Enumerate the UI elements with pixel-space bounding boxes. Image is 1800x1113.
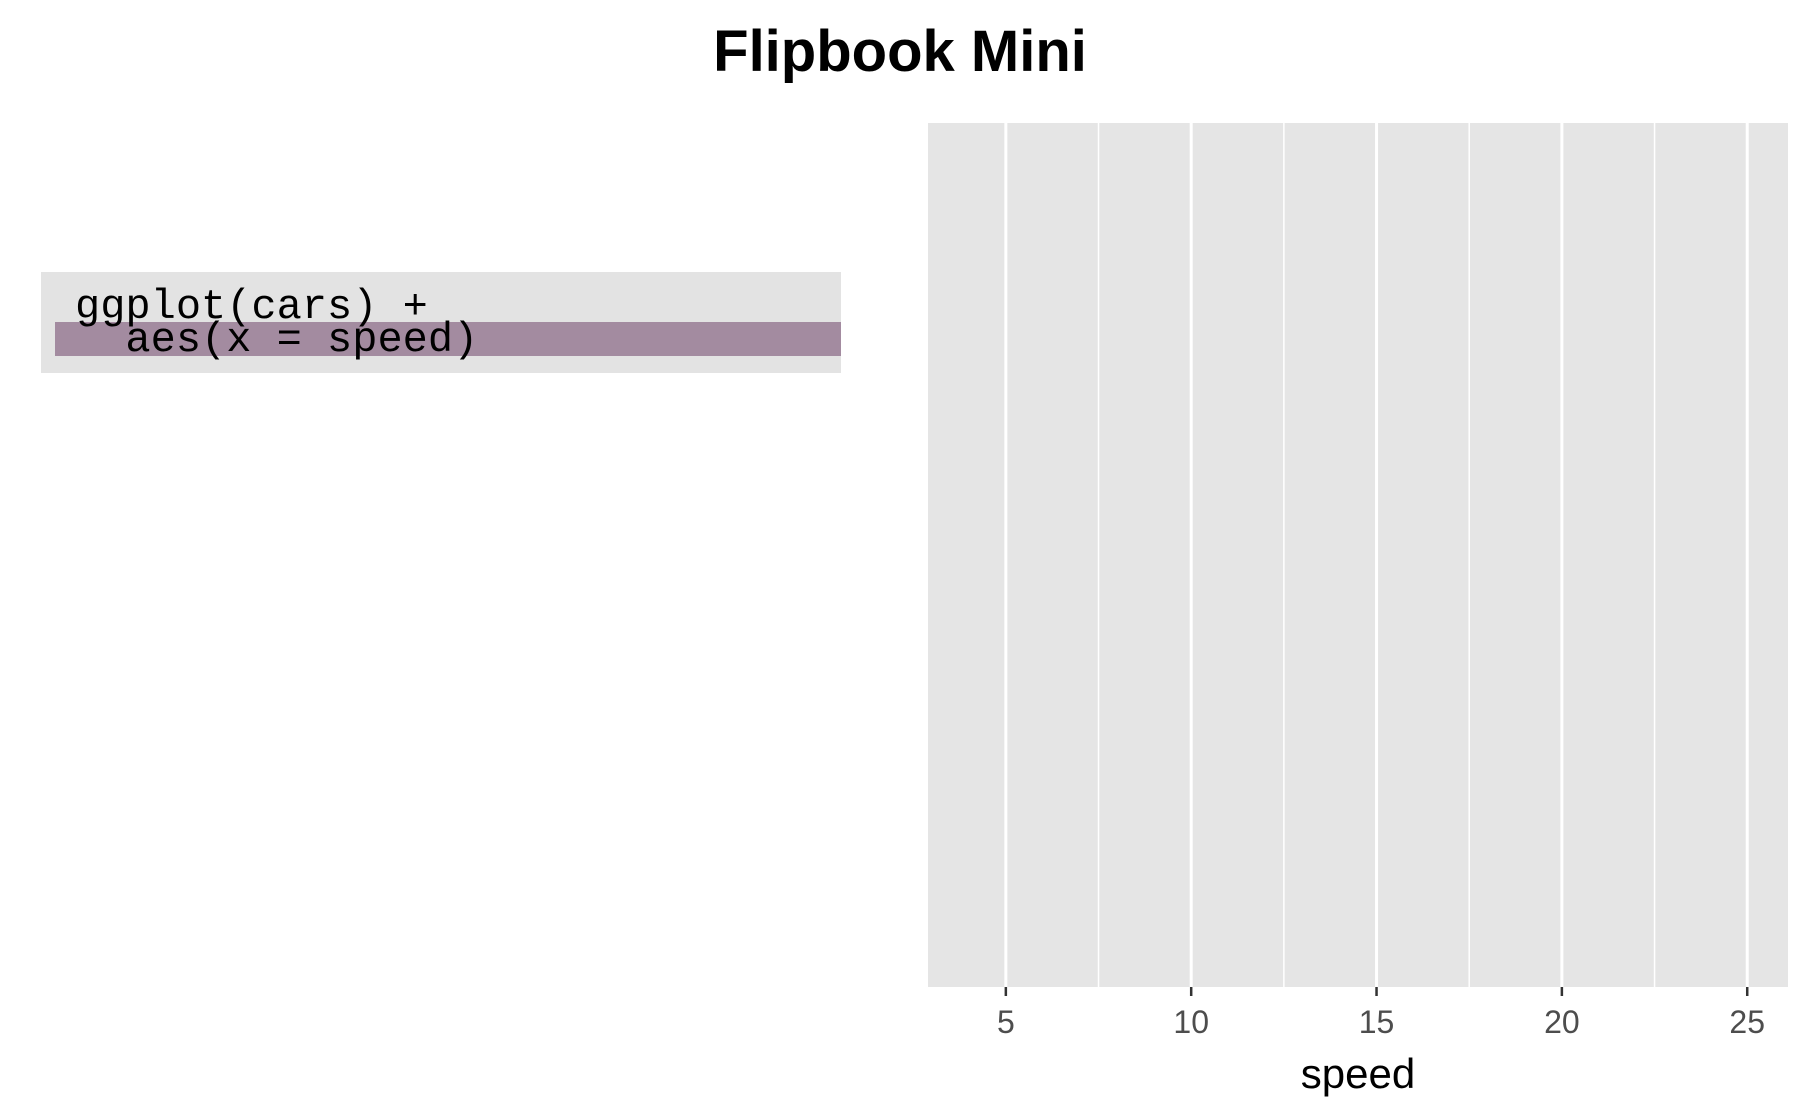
page-title: Flipbook Mini [713,19,1087,84]
code-panel: ggplot(cars) + aes(x = speed) [41,272,841,373]
x-tick-label: 25 [1729,1004,1765,1040]
x-tick-label: 20 [1544,1004,1580,1040]
plot-panel [928,123,1788,987]
x-tick-label: 10 [1173,1004,1209,1040]
x-tick-label: 5 [997,1004,1015,1040]
code-line-1: ggplot(cars) + [75,283,428,331]
code-line-highlight [55,322,841,356]
code-line-2: aes(x = speed) [75,316,479,364]
x-tick-label: 15 [1359,1004,1395,1040]
x-axis-title: speed [1301,1050,1415,1097]
